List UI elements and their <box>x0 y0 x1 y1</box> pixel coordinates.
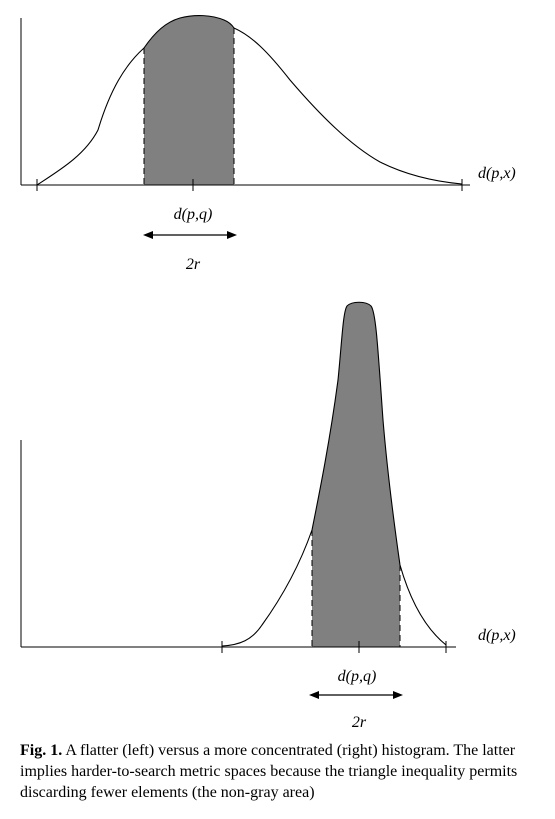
concentrated-distribution-curve <box>221 301 447 647</box>
flat-radius-arrow <box>143 231 237 239</box>
flat-histogram-panel: d(p,x) d(p,q) 2r <box>20 15 516 273</box>
flat-shaded-region <box>144 15 234 186</box>
concentrated-axis-label: d(p,x) <box>478 627 516 644</box>
concentrated-query-label: d(p,q) <box>338 668 377 685</box>
flat-query-label: d(p,q) <box>174 206 213 223</box>
caption-label: Fig. 1. <box>20 742 63 759</box>
flat-axis-label: d(p,x) <box>478 165 516 182</box>
caption-text: A flatter (left) versus a more concentra… <box>20 742 518 801</box>
concentrated-radius-label: 2r <box>352 714 367 731</box>
concentrated-radius-arrow <box>309 691 403 699</box>
concentrated-shaded-region <box>312 302 400 647</box>
flat-distribution-curve <box>36 15 463 186</box>
concentrated-histogram-panel: d(p,x) d(p,q) 2r <box>20 301 516 731</box>
flat-radius-label: 2r <box>186 256 201 273</box>
figure-caption: Fig. 1. A flatter (left) versus a more c… <box>20 740 540 803</box>
figure: d(p,x) d(p,q) 2r d(p,x) d(p,q) <box>20 15 516 731</box>
